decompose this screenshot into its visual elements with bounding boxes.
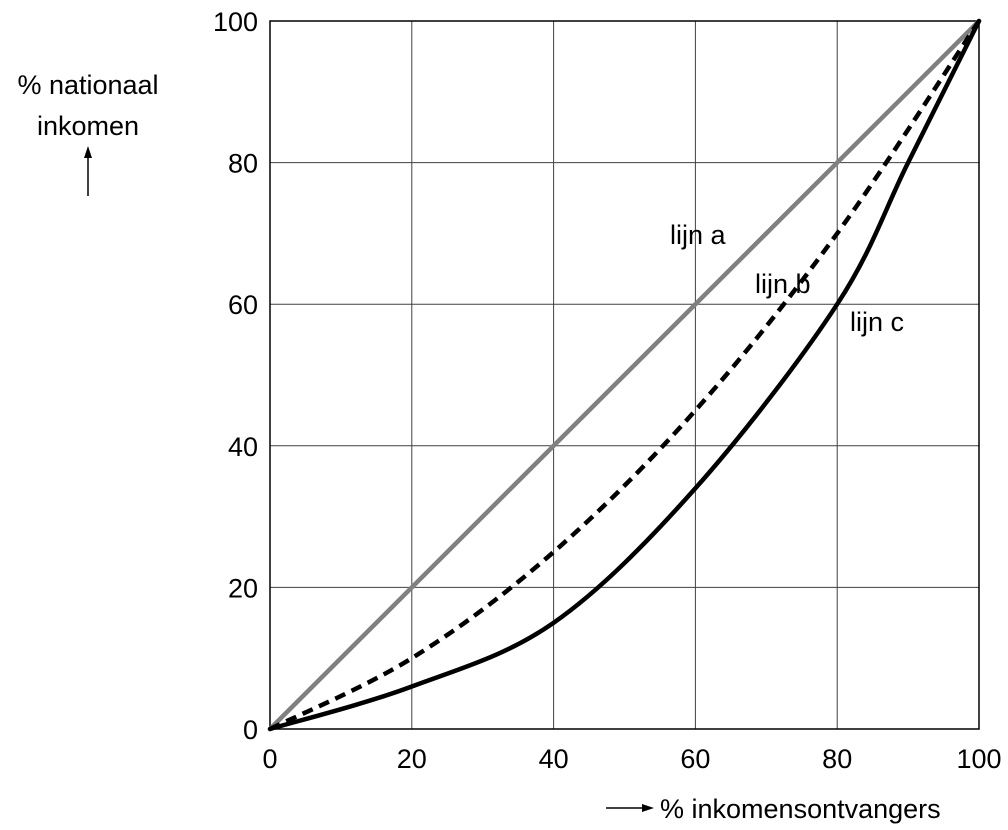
y-axis-title: % nationaal inkomen (17, 70, 159, 196)
y-tick-label: 60 (228, 290, 258, 320)
x-tick-label: 80 (822, 744, 852, 774)
x-tick-label: 0 (262, 744, 277, 774)
y-tick-label: 20 (228, 573, 258, 603)
x-axis-label: % inkomensontvangers (660, 794, 941, 824)
y-axis-label-line-1: % nationaal (17, 70, 158, 100)
y-axis-label-line-2: inkomen (37, 111, 139, 141)
series-label-1: lijn a (670, 220, 727, 250)
right-arrow-icon (606, 804, 654, 812)
x-tick-label: 100 (956, 744, 1001, 774)
series-line-1 (267, 18, 982, 732)
plot-frame (269, 20, 980, 730)
series-line-2 (268, 19, 981, 732)
series-label-2: lijn b (755, 269, 811, 299)
series-lines (267, 18, 982, 732)
tick-labels: 0 20 40 60 80 100 0 20 40 60 80 100 (213, 7, 1002, 774)
y-tick-label: 80 (228, 149, 258, 179)
x-axis-title: % inkomensontvangers (606, 794, 941, 824)
series-label-3: lijn c (850, 307, 904, 337)
x-tick-label: 60 (680, 744, 710, 774)
y-tick-label: 100 (213, 7, 258, 37)
y-tick-label: 0 (243, 715, 258, 745)
up-arrow-icon (84, 146, 92, 196)
x-tick-label: 40 (539, 744, 569, 774)
series-labels: lijn a lijn b lijn c (670, 220, 904, 337)
y-tick-label: 40 (228, 432, 258, 462)
x-tick-label: 20 (397, 744, 427, 774)
series-line-3 (267, 18, 982, 732)
